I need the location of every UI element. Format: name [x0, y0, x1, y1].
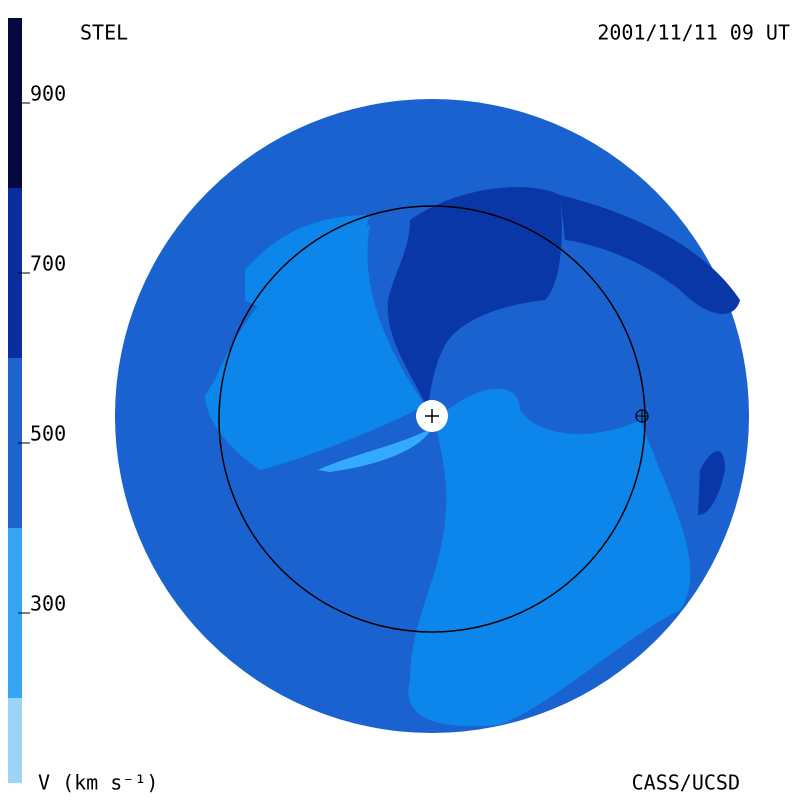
sun-marker — [425, 409, 439, 423]
tick-label: 700 — [30, 252, 66, 276]
slow-wind-region — [408, 388, 691, 727]
fast-wind-region — [560, 195, 740, 314]
map — [115, 99, 749, 733]
tick-label: 300 — [30, 592, 66, 616]
tick-label: 900 — [30, 82, 66, 106]
color-band — [8, 698, 22, 783]
color-band — [8, 528, 22, 698]
fast-wind-region — [698, 451, 725, 515]
color-band — [8, 358, 22, 528]
color-band — [8, 18, 22, 188]
slow-wind-region — [245, 215, 385, 340]
slow-wind-region — [205, 225, 425, 470]
earth-orbit — [218, 205, 646, 633]
colorbar-label: V (km s⁻¹) — [38, 771, 158, 795]
timestamp: 2001/11/11 09 UT — [597, 21, 790, 45]
color-band — [8, 188, 22, 358]
source-label: STEL — [80, 21, 128, 45]
colorbar: 300 500 700 900 — [8, 18, 66, 783]
earth-marker — [636, 410, 648, 422]
credit-label: CASS/UCSD — [632, 771, 740, 795]
fast-wind-region — [387, 187, 562, 410]
tick-label: 500 — [30, 422, 66, 446]
slow-wind-streak — [318, 428, 432, 472]
